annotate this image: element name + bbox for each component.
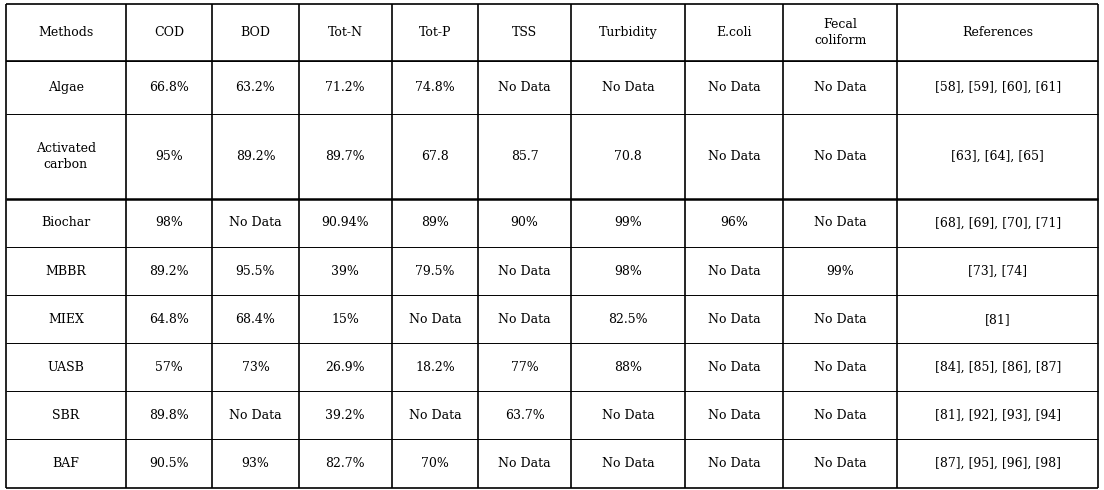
- Text: Fecal
coliform: Fecal coliform: [814, 18, 867, 47]
- Text: No Data: No Data: [230, 217, 282, 229]
- Text: MBBR: MBBR: [45, 265, 86, 277]
- Text: Tot-P: Tot-P: [418, 26, 452, 39]
- Text: No Data: No Data: [708, 150, 761, 163]
- Text: No Data: No Data: [814, 313, 867, 326]
- Text: 89.7%: 89.7%: [326, 150, 365, 163]
- Text: 90%: 90%: [511, 217, 539, 229]
- Text: 89.2%: 89.2%: [235, 150, 275, 163]
- Text: 90.5%: 90.5%: [149, 457, 189, 470]
- Text: No Data: No Data: [708, 265, 761, 277]
- Text: No Data: No Data: [814, 217, 867, 229]
- Text: No Data: No Data: [708, 313, 761, 326]
- Text: 99%: 99%: [614, 217, 641, 229]
- Text: 88%: 88%: [614, 361, 643, 374]
- Text: BOD: BOD: [241, 26, 270, 39]
- Text: 68.4%: 68.4%: [235, 313, 275, 326]
- Text: Activated
carbon: Activated carbon: [35, 142, 96, 171]
- Text: Tot-N: Tot-N: [328, 26, 363, 39]
- Text: 89.8%: 89.8%: [149, 409, 189, 422]
- Text: 98%: 98%: [156, 217, 183, 229]
- Text: No Data: No Data: [708, 457, 761, 470]
- Text: Turbidity: Turbidity: [598, 26, 657, 39]
- Text: Biochar: Biochar: [41, 217, 91, 229]
- Text: 74.8%: 74.8%: [415, 81, 455, 94]
- Text: No Data: No Data: [408, 313, 461, 326]
- Text: [81], [92], [93], [94]: [81], [92], [93], [94]: [935, 409, 1061, 422]
- Text: 85.7: 85.7: [511, 150, 539, 163]
- Text: E.coli: E.coli: [716, 26, 752, 39]
- Text: No Data: No Data: [602, 409, 655, 422]
- Text: 99%: 99%: [827, 265, 854, 277]
- Text: 39.2%: 39.2%: [326, 409, 365, 422]
- Text: [58], [59], [60], [61]: [58], [59], [60], [61]: [935, 81, 1061, 94]
- Text: 95.5%: 95.5%: [236, 265, 275, 277]
- Text: 66.8%: 66.8%: [149, 81, 189, 94]
- Text: [73], [74]: [73], [74]: [968, 265, 1028, 277]
- Text: 89.2%: 89.2%: [149, 265, 189, 277]
- Text: No Data: No Data: [602, 81, 655, 94]
- Text: 26.9%: 26.9%: [326, 361, 365, 374]
- Text: 39%: 39%: [331, 265, 359, 277]
- Text: 93%: 93%: [242, 457, 269, 470]
- Text: [84], [85], [86], [87]: [84], [85], [86], [87]: [935, 361, 1061, 374]
- Text: [68], [69], [70], [71]: [68], [69], [70], [71]: [935, 217, 1061, 229]
- Text: 82.5%: 82.5%: [608, 313, 648, 326]
- Text: [63], [64], [65]: [63], [64], [65]: [952, 150, 1044, 163]
- Text: No Data: No Data: [814, 361, 867, 374]
- Text: No Data: No Data: [498, 457, 551, 470]
- Text: References: References: [963, 26, 1033, 39]
- Text: 73%: 73%: [242, 361, 269, 374]
- Text: 96%: 96%: [720, 217, 749, 229]
- Text: 89%: 89%: [421, 217, 449, 229]
- Text: 18.2%: 18.2%: [415, 361, 455, 374]
- Text: No Data: No Data: [708, 81, 761, 94]
- Text: 70.8: 70.8: [614, 150, 641, 163]
- Text: 70%: 70%: [421, 457, 449, 470]
- Text: 63.7%: 63.7%: [505, 409, 544, 422]
- Text: BAF: BAF: [52, 457, 79, 470]
- Text: [87], [95], [96], [98]: [87], [95], [96], [98]: [935, 457, 1061, 470]
- Text: 98%: 98%: [614, 265, 641, 277]
- Text: No Data: No Data: [498, 313, 551, 326]
- Text: 63.2%: 63.2%: [235, 81, 275, 94]
- Text: No Data: No Data: [814, 457, 867, 470]
- Text: 79.5%: 79.5%: [415, 265, 455, 277]
- Text: Algae: Algae: [47, 81, 84, 94]
- Text: 82.7%: 82.7%: [326, 457, 365, 470]
- Text: 77%: 77%: [511, 361, 539, 374]
- Text: No Data: No Data: [498, 81, 551, 94]
- Text: UASB: UASB: [47, 361, 84, 374]
- Text: 57%: 57%: [156, 361, 183, 374]
- Text: COD: COD: [155, 26, 184, 39]
- Text: No Data: No Data: [408, 409, 461, 422]
- Text: MIEX: MIEX: [47, 313, 84, 326]
- Text: 90.94%: 90.94%: [321, 217, 369, 229]
- Text: [81]: [81]: [985, 313, 1010, 326]
- Text: 64.8%: 64.8%: [149, 313, 189, 326]
- Text: No Data: No Data: [814, 150, 867, 163]
- Text: TSS: TSS: [512, 26, 538, 39]
- Text: 67.8: 67.8: [421, 150, 448, 163]
- Text: No Data: No Data: [230, 409, 282, 422]
- Text: SBR: SBR: [52, 409, 79, 422]
- Text: 71.2%: 71.2%: [326, 81, 365, 94]
- Text: 95%: 95%: [156, 150, 183, 163]
- Text: No Data: No Data: [814, 81, 867, 94]
- Text: No Data: No Data: [708, 409, 761, 422]
- Text: 15%: 15%: [331, 313, 359, 326]
- Text: No Data: No Data: [708, 361, 761, 374]
- Text: No Data: No Data: [814, 409, 867, 422]
- Text: Methods: Methods: [39, 26, 94, 39]
- Text: No Data: No Data: [602, 457, 655, 470]
- Text: No Data: No Data: [498, 265, 551, 277]
